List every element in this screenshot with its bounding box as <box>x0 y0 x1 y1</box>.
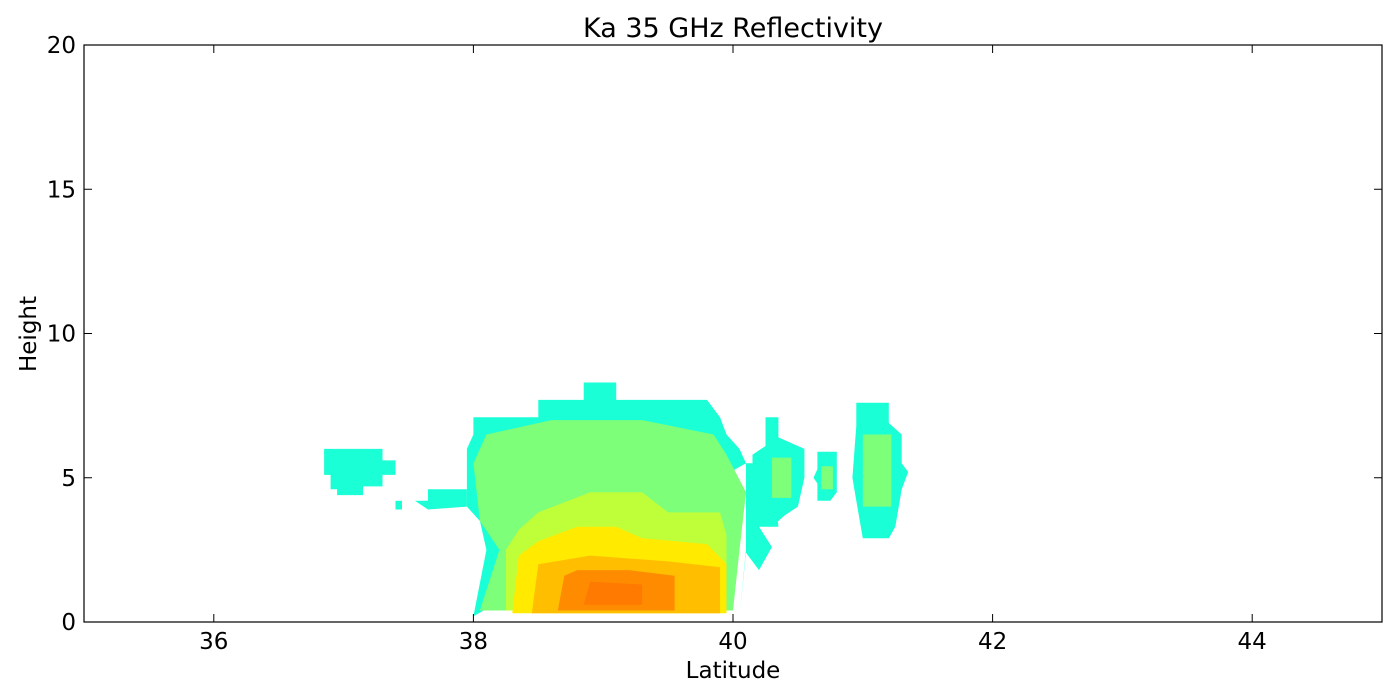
x-tick-label: 36 <box>199 629 228 655</box>
heatmap-region-cell-cyan-376 <box>415 489 467 510</box>
x-tick-label: 38 <box>459 629 488 655</box>
heatmap-region-cell-green-405 <box>771 457 792 498</box>
heatmap-region-cell-cyan-37 <box>324 448 396 496</box>
heatmap-region-cell-cyan-374 <box>395 500 402 510</box>
x-axis-label: Latitude <box>686 658 781 684</box>
axis-ticks: 36 38 40 42 44 0 5 10 15 20 <box>47 33 1382 655</box>
heatmap-region-cell-green-407 <box>821 466 833 490</box>
x-tick-label: 42 <box>978 629 1007 655</box>
y-tick-label: 15 <box>47 177 76 203</box>
y-tick-label: 10 <box>47 322 76 348</box>
heatmap-region-cell-green-411 <box>862 434 892 507</box>
y-tick-label: 5 <box>61 466 76 492</box>
y-tick-label: 0 <box>61 610 76 636</box>
heatmap-region-band-dark-orange <box>583 581 643 605</box>
x-tick-label: 40 <box>718 629 747 655</box>
data-regions <box>324 382 909 617</box>
x-tick-label: 44 <box>1238 629 1267 655</box>
y-tick-label: 20 <box>47 33 76 59</box>
chart-title: Ka 35 GHz Reflectivity <box>583 13 883 44</box>
y-axis-label: Height <box>16 296 42 372</box>
